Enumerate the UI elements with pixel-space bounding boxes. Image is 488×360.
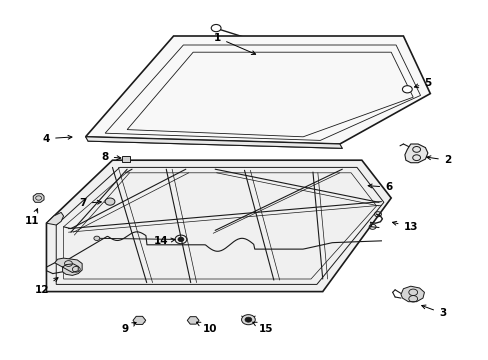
Circle shape — [178, 237, 183, 242]
Text: 13: 13 — [392, 221, 417, 232]
Polygon shape — [400, 286, 424, 302]
Text: 2: 2 — [426, 155, 450, 165]
Text: 6: 6 — [367, 182, 391, 192]
Circle shape — [211, 24, 221, 32]
Text: 11: 11 — [24, 209, 39, 226]
Text: 12: 12 — [34, 278, 58, 295]
Text: 5: 5 — [414, 78, 430, 88]
Polygon shape — [46, 212, 63, 225]
Polygon shape — [85, 137, 342, 148]
Circle shape — [94, 236, 100, 240]
Polygon shape — [85, 36, 429, 144]
Text: 4: 4 — [42, 134, 72, 144]
Text: 10: 10 — [196, 322, 217, 334]
Polygon shape — [404, 144, 427, 163]
Text: 8: 8 — [102, 152, 121, 162]
Polygon shape — [187, 317, 199, 324]
Text: 9: 9 — [121, 323, 136, 334]
Text: 15: 15 — [252, 322, 273, 334]
Polygon shape — [46, 160, 390, 292]
Text: 14: 14 — [154, 236, 175, 246]
Polygon shape — [55, 258, 82, 275]
Circle shape — [244, 317, 251, 322]
Circle shape — [402, 86, 411, 93]
Polygon shape — [133, 316, 145, 324]
Circle shape — [241, 315, 255, 325]
Text: 1: 1 — [214, 33, 255, 54]
Polygon shape — [33, 194, 44, 202]
Circle shape — [105, 198, 115, 205]
Text: 7: 7 — [79, 198, 101, 208]
Text: 3: 3 — [421, 305, 445, 318]
